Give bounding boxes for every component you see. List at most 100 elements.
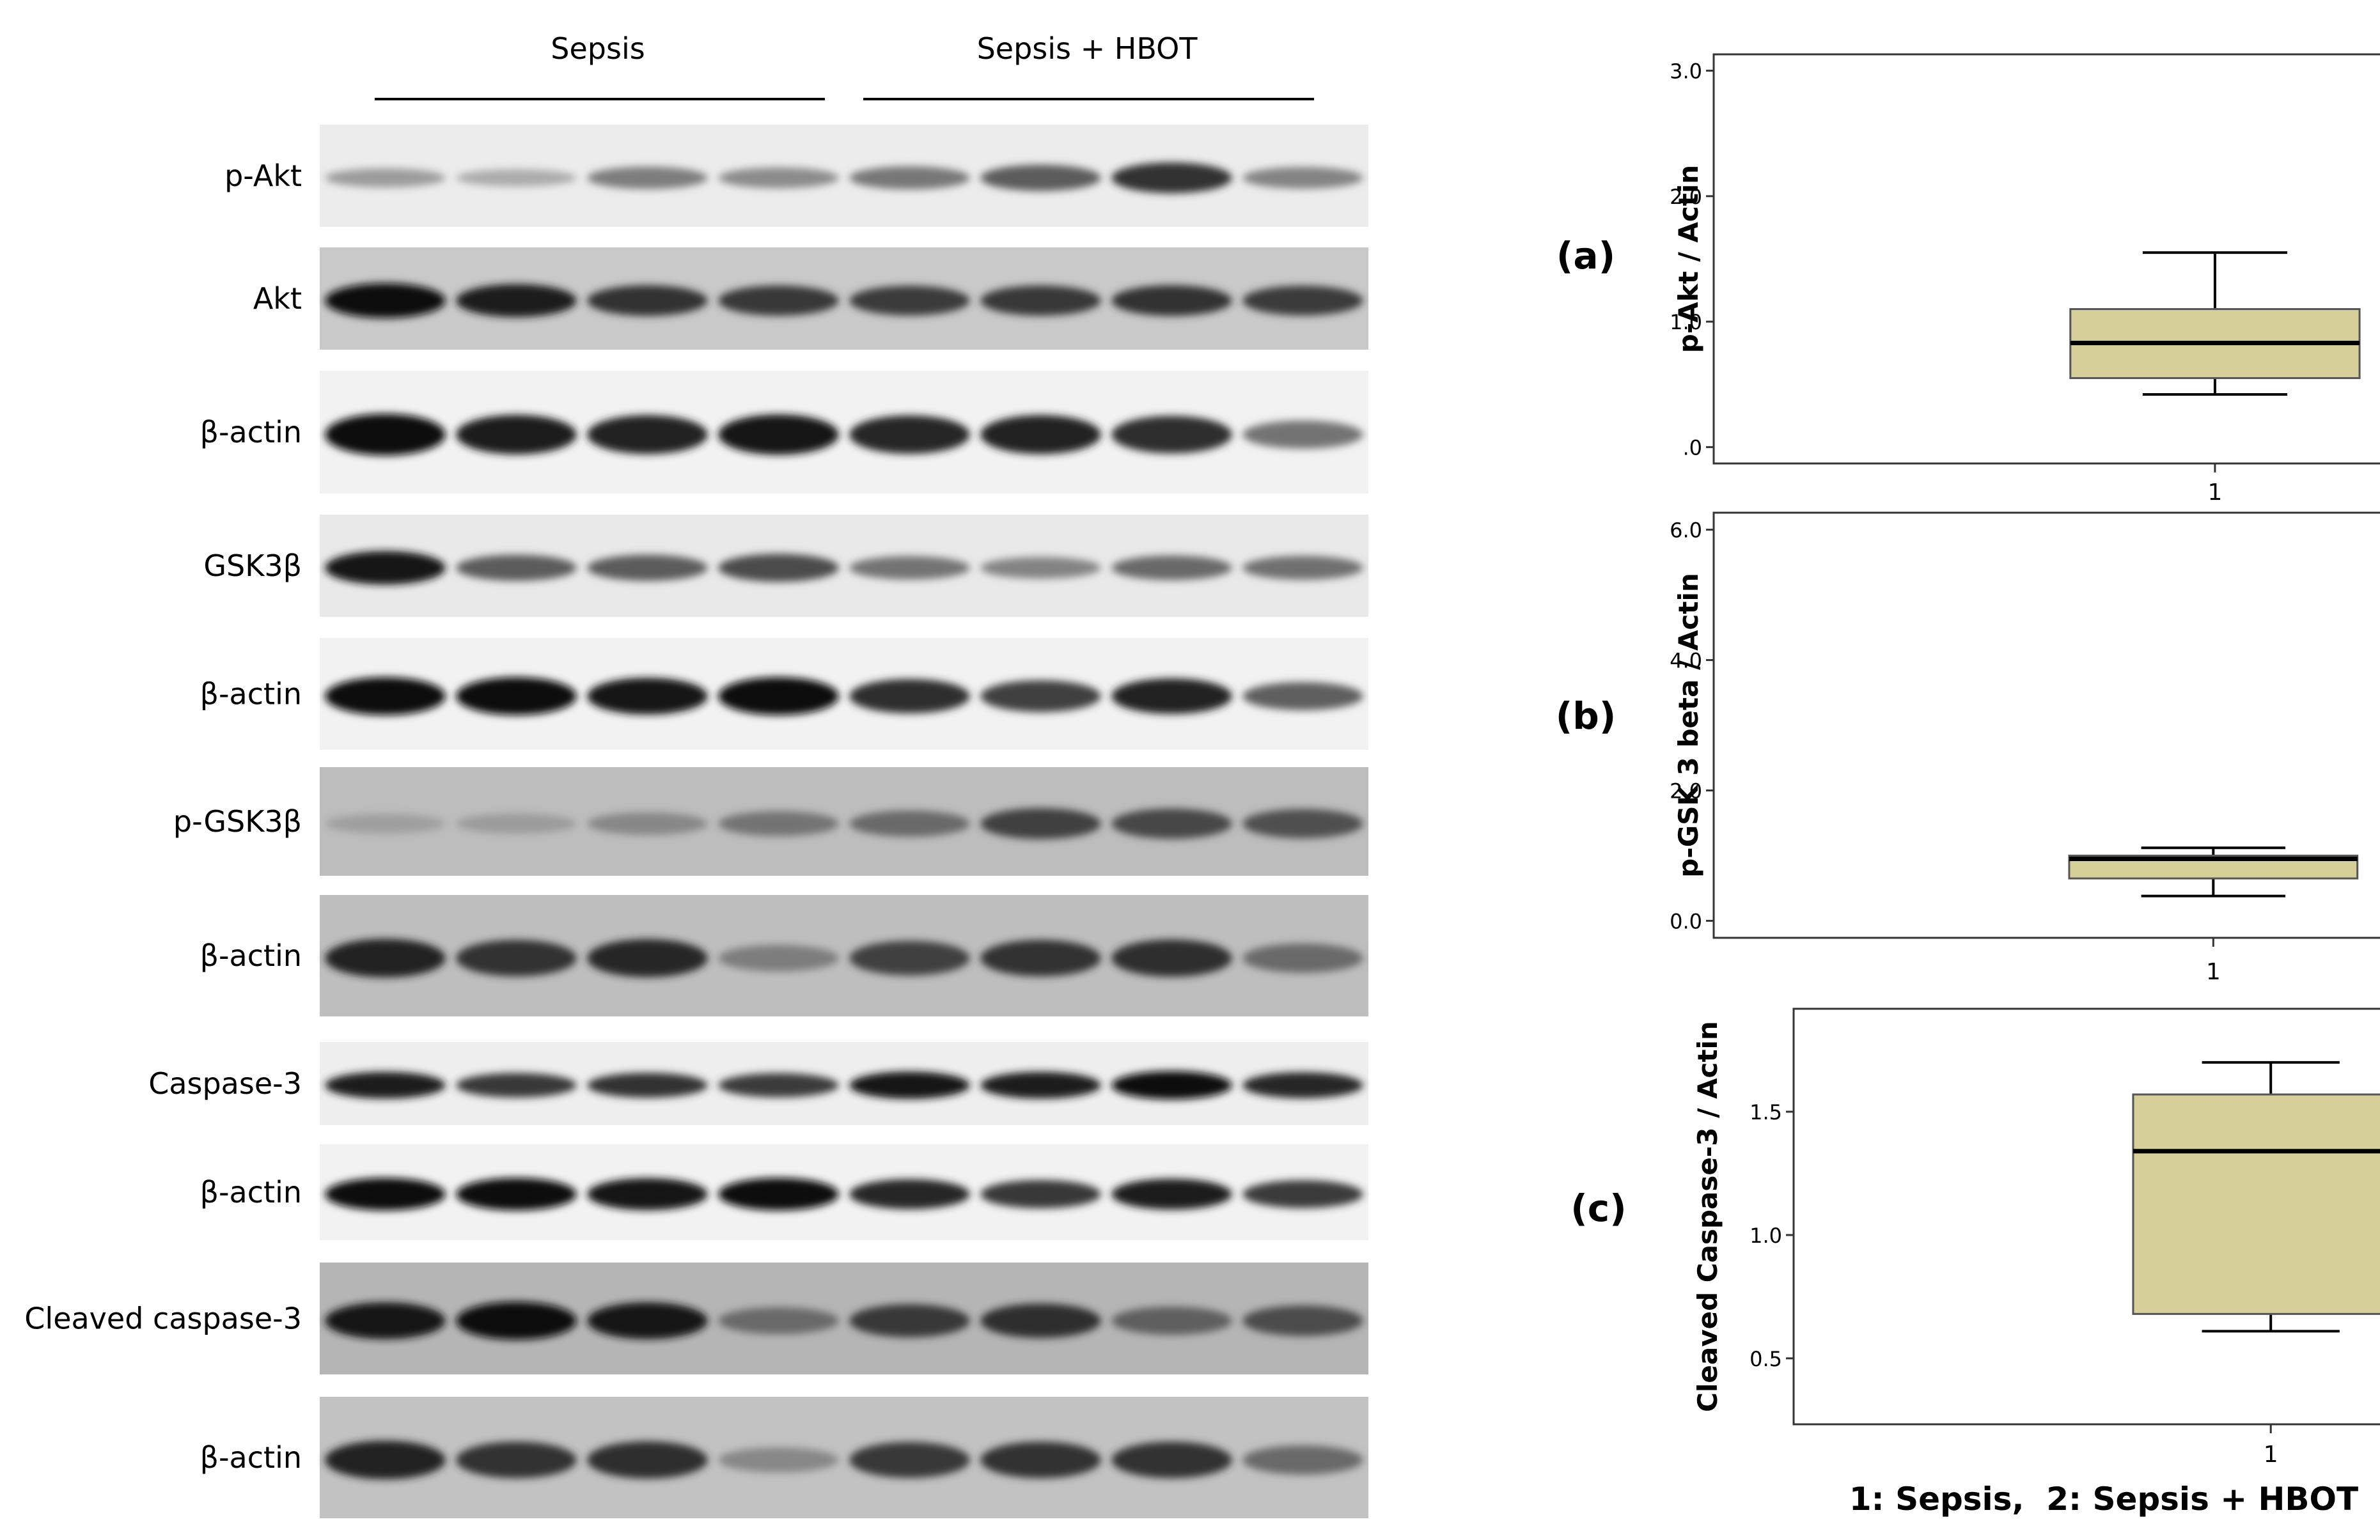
plot-frame: [1712, 53, 2380, 465]
blot-band: [1111, 1178, 1232, 1210]
blot-panel-beta-actin: β-actin: [200, 371, 1368, 494]
blot-band: [980, 557, 1101, 579]
blot-band: [718, 167, 839, 189]
blot-label: p-Akt: [224, 159, 302, 193]
blot-band: [849, 940, 970, 976]
blot-band: [456, 677, 577, 715]
blot-band: [1242, 1305, 1363, 1336]
blot-band: [980, 415, 1101, 455]
boxplot-a: (a)p-Akt / Actin.01.02.03.012p= 0.03: [1556, 53, 2380, 506]
blot-band: [1111, 808, 1232, 839]
box-1: [2069, 251, 2361, 396]
panel-label: (b): [1556, 694, 1617, 738]
y-tick-label: 1.0: [1670, 310, 1702, 334]
y-tick-label: 0.0: [1670, 909, 1702, 933]
x-tick-label: 1: [2207, 479, 2222, 506]
panel-label: (c): [1570, 1186, 1626, 1230]
blot-band: [325, 550, 446, 585]
blot-band: [980, 164, 1101, 191]
blot-band: [980, 940, 1101, 977]
blot-panel-beta-actin: β-actin: [200, 895, 1368, 1016]
blot-band: [456, 813, 577, 834]
blot-band: [849, 1304, 970, 1337]
blot-band: [587, 415, 708, 455]
blot-band: [1242, 681, 1363, 711]
blot-band: [587, 939, 708, 977]
blot-band: [718, 1447, 839, 1473]
y-tick-label: 2.0: [1670, 779, 1702, 803]
blot-label: Cleaved caspase-3: [24, 1302, 302, 1336]
blot-band: [1111, 1306, 1232, 1335]
blot-band: [980, 1303, 1101, 1338]
blot-band: [456, 1178, 577, 1211]
blot-band: [456, 554, 577, 581]
blot-label: β-actin: [200, 938, 302, 973]
y-tick-label: 2.0: [1670, 185, 1702, 209]
y-axis-label: Cleaved Caspase-3 / Actin: [1692, 1021, 1723, 1412]
x-tick-label: 1: [2264, 1442, 2278, 1468]
blot-band: [849, 166, 970, 190]
blot-panel-caspase-3: Caspase-3: [148, 1042, 1368, 1125]
box-1: [2068, 846, 2359, 898]
blot-band: [587, 678, 708, 715]
blot-label: Akt: [253, 281, 302, 316]
iqr-box: [2132, 1093, 2380, 1315]
blot-band: [587, 1073, 708, 1098]
blot-band: [980, 1442, 1101, 1479]
blot-band: [587, 812, 708, 836]
y-axis-label: p-GSK 3 beta / Actin: [1673, 573, 1704, 878]
blot-band: [849, 1442, 970, 1478]
blot-band: [325, 1440, 446, 1480]
blot-band: [849, 1179, 970, 1209]
blot-band: [1242, 167, 1363, 189]
y-tick-label: 6.0: [1670, 518, 1702, 543]
blot-band: [1242, 809, 1363, 839]
group-label-sepsis: Sepsis: [551, 31, 645, 66]
blot-band: [718, 811, 839, 836]
blot-band: [849, 285, 970, 316]
blot-label: Caspase-3: [148, 1066, 302, 1101]
blot-band: [325, 414, 446, 456]
blot-label: β-actin: [200, 1440, 302, 1475]
blot-band: [1111, 678, 1232, 714]
y-tick-label: 4.0: [1670, 649, 1702, 673]
blot-band: [325, 938, 446, 978]
blot-band: [456, 1302, 577, 1340]
blot-band: [718, 1073, 839, 1098]
blot-panel-akt: Akt: [253, 247, 1368, 350]
blot-panel-cleaved-caspase-3: Cleaved caspase-3: [24, 1263, 1368, 1374]
blot-band: [1111, 555, 1232, 580]
blot-band: [456, 169, 577, 187]
blot-panel-beta-actin: β-actin: [200, 638, 1368, 750]
y-tick-label: 1.5: [1750, 1100, 1782, 1124]
panel-label: (a): [1556, 234, 1615, 277]
blot-band: [1242, 943, 1363, 973]
blot-label: p-GSK3β: [173, 804, 302, 839]
blot-band: [980, 285, 1101, 316]
blot-band: [718, 1178, 839, 1211]
blot-band: [325, 1071, 446, 1099]
blot-band: [325, 813, 446, 834]
blot-band: [1111, 285, 1232, 316]
y-tick-label: 0.5: [1750, 1347, 1782, 1371]
group-label-sepsis-hbot: Sepsis + HBOT: [977, 31, 1198, 66]
blot-band: [456, 1073, 577, 1098]
blot-band: [456, 284, 577, 317]
blot-band: [325, 1302, 446, 1339]
boxplot-c: (c)Cleaved Caspase-3 / Actin0.51.01.512p…: [1570, 1007, 2380, 1468]
blot-band: [1242, 420, 1363, 449]
blot-panel-beta-actin: β-actin: [200, 1397, 1368, 1518]
blot-panel-gsk3beta: GSK3β: [203, 515, 1368, 617]
blot-band: [849, 556, 970, 580]
blot-band: [587, 554, 708, 581]
blot-band: [1111, 1071, 1232, 1100]
blot-band: [980, 680, 1101, 712]
x-tick-label: 1: [2206, 959, 2221, 985]
blot-band: [1111, 162, 1232, 194]
blot-band: [849, 679, 970, 713]
blot-band: [1242, 285, 1363, 316]
blot-band: [456, 940, 577, 977]
western-blot: Sepsis Sepsis + HBOT p-Akt Akt β-actin GSK3…: [24, 31, 1368, 1518]
blot-band: [718, 554, 839, 582]
